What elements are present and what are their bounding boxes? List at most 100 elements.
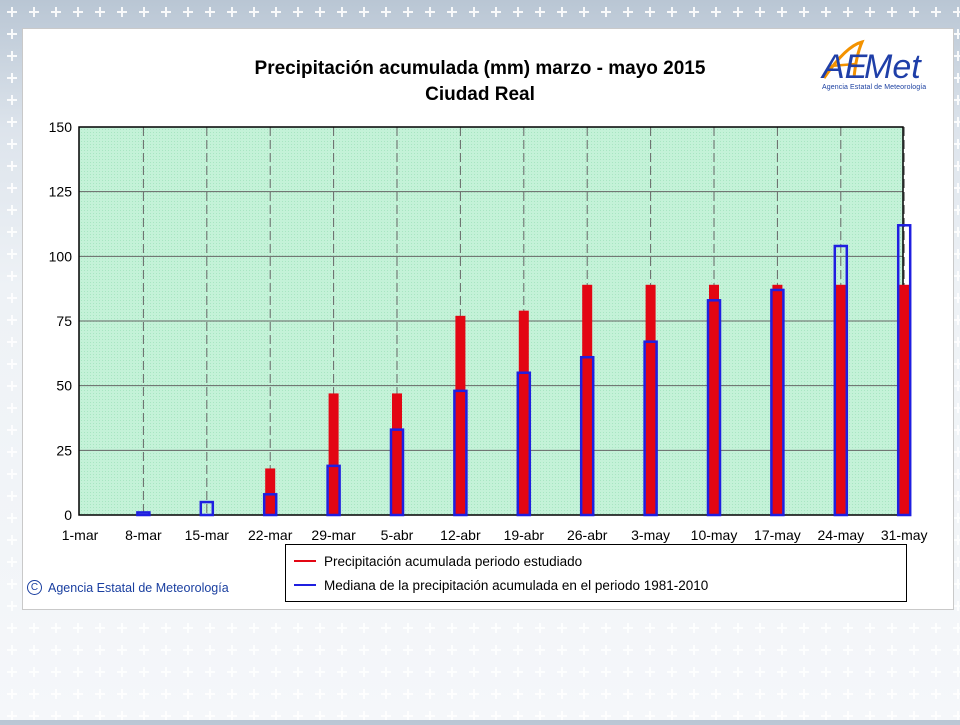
plus-mark: [359, 623, 369, 633]
plus-mark: [733, 623, 743, 633]
plus-mark: [51, 7, 61, 17]
plus-mark: [7, 425, 17, 435]
plus-mark: [557, 7, 567, 17]
x-tick-label: 15-mar: [185, 527, 230, 543]
plus-mark: [513, 711, 523, 721]
plus-mark: [667, 7, 677, 17]
plus-mark: [425, 711, 435, 721]
plus-mark: [7, 623, 17, 633]
bar-median: [770, 288, 785, 517]
plus-mark: [7, 161, 17, 171]
plus-mark: [887, 711, 897, 721]
plus-mark: [843, 711, 853, 721]
plus-mark: [7, 513, 17, 523]
plus-mark: [139, 623, 149, 633]
plus-mark: [931, 645, 941, 655]
plus-mark: [733, 667, 743, 677]
plus-mark: [403, 667, 413, 677]
plus-mark: [799, 667, 809, 677]
plus-mark: [381, 667, 391, 677]
plus-mark: [667, 689, 677, 699]
bar-studied: [645, 284, 656, 515]
plus-mark: [183, 667, 193, 677]
plus-mark: [535, 689, 545, 699]
plus-mark: [161, 689, 171, 699]
plus-mark: [117, 7, 127, 17]
bar-studied: [328, 393, 339, 515]
plus-mark: [7, 557, 17, 567]
plus-mark: [953, 227, 960, 237]
plus-mark: [205, 667, 215, 677]
plus-mark: [843, 623, 853, 633]
bar-median: [136, 511, 151, 517]
plus-mark: [953, 249, 960, 259]
plus-mark: [667, 623, 677, 633]
plus-mark: [337, 645, 347, 655]
plus-mark: [491, 623, 501, 633]
plus-mark: [95, 645, 105, 655]
plus-mark: [711, 711, 721, 721]
plus-mark: [227, 7, 237, 17]
plus-mark: [271, 623, 281, 633]
plus-mark: [161, 711, 171, 721]
plus-mark: [249, 711, 259, 721]
plus-mark: [887, 689, 897, 699]
plus-mark: [183, 689, 193, 699]
legend-item-studied: Precipitación acumulada periodo estudiad…: [294, 551, 582, 571]
plus-mark: [183, 7, 193, 17]
bar-median: [389, 428, 405, 517]
plus-mark: [821, 667, 831, 677]
plus-mark: [7, 601, 17, 611]
plus-mark: [689, 689, 699, 699]
plus-mark: [821, 7, 831, 17]
plus-mark: [337, 711, 347, 721]
plus-mark: [711, 689, 721, 699]
plus-mark: [579, 711, 589, 721]
plus-mark: [205, 623, 215, 633]
plus-mark: [315, 667, 325, 677]
plus-mark: [733, 689, 743, 699]
plus-mark: [7, 73, 17, 83]
plus-mark: [953, 623, 960, 633]
y-tick-label: 0: [64, 507, 72, 523]
plus-mark: [271, 7, 281, 17]
plus-mark: [7, 469, 17, 479]
plus-mark: [7, 95, 17, 105]
copyright-icon: C: [27, 580, 42, 595]
x-tick-label: 17-may: [754, 527, 801, 543]
plus-mark: [953, 447, 960, 457]
plus-mark: [205, 689, 215, 699]
plus-mark: [557, 645, 567, 655]
plus-mark: [953, 337, 960, 347]
plus-mark: [909, 667, 919, 677]
plus-mark: [799, 623, 809, 633]
x-tick-label: 24-may: [817, 527, 864, 543]
plus-mark: [271, 711, 281, 721]
plus-mark: [29, 623, 39, 633]
plus-mark: [953, 139, 960, 149]
plus-mark: [953, 293, 960, 303]
plus-mark: [645, 645, 655, 655]
plus-mark: [491, 711, 501, 721]
plus-mark: [843, 645, 853, 655]
plus-mark: [205, 7, 215, 17]
plus-mark: [909, 711, 919, 721]
plus-mark: [887, 645, 897, 655]
plus-mark: [513, 689, 523, 699]
plus-mark: [139, 645, 149, 655]
x-tick-label: 22-mar: [248, 527, 293, 543]
plus-mark: [7, 579, 17, 589]
plus-mark: [249, 623, 259, 633]
plus-mark: [601, 667, 611, 677]
plus-mark: [337, 623, 347, 633]
plus-mark: [953, 557, 960, 567]
plus-mark: [623, 645, 633, 655]
plus-mark: [623, 7, 633, 17]
logo-subtitle: Agencia Estatal de Meteorología: [822, 84, 927, 91]
plus-mark: [777, 7, 787, 17]
plus-mark: [623, 623, 633, 633]
plus-mark: [733, 7, 743, 17]
plus-mark: [7, 381, 17, 391]
